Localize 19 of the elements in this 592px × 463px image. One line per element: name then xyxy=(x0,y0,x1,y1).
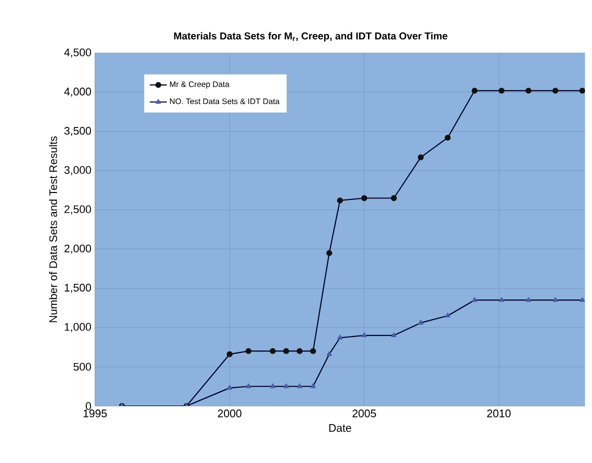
legend-label: Mr & Creep Data xyxy=(170,81,230,89)
y-axis-title: Number of Data Sets and Test Results xyxy=(49,136,58,322)
y-tick-label: 4,500 xyxy=(64,48,92,58)
y-tick-label: 3,000 xyxy=(64,166,92,176)
y-tick-label: 4,000 xyxy=(64,88,92,97)
y-tick-label: 2,500 xyxy=(64,205,92,214)
chart-title: Materials Data Sets for M$_{r}$, Creep, and IDT Data Over Time xyxy=(174,32,448,42)
y-tick-label: 500 xyxy=(74,362,92,371)
x-tick-label: 1995 xyxy=(84,410,107,418)
x-axis-title: Date xyxy=(329,424,352,432)
x-tick-label: 2000 xyxy=(218,410,242,418)
y-tick-label: 2,000 xyxy=(64,244,92,254)
x-tick-label: 2010 xyxy=(487,410,511,418)
y-tick-label: 1,000 xyxy=(64,323,92,332)
x-tick-label: 2005 xyxy=(352,410,376,418)
y-tick-label: 1,500 xyxy=(64,284,92,293)
y-tick-label: 3,500 xyxy=(64,126,92,136)
y-tick-label: 0 xyxy=(86,402,92,410)
legend-label: NO. Test Data Sets & IDT Data xyxy=(170,98,280,104)
